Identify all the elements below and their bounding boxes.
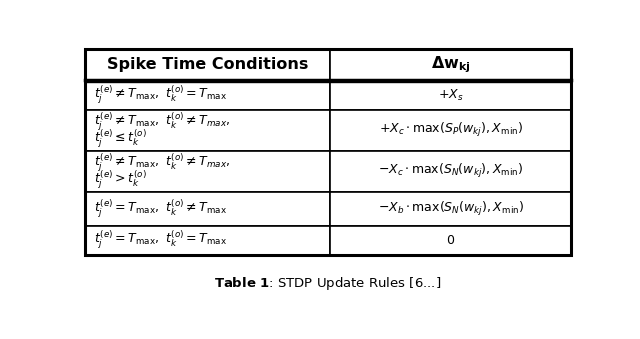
- Bar: [85, 48, 571, 255]
- Bar: [330, 225, 571, 255]
- Text: $\mathbf{\Delta} \mathbf{w_{kj}}$: $\mathbf{\Delta} \mathbf{w_{kj}}$: [431, 54, 470, 75]
- Text: $t_j^{(e)} \leq t_k^{(o)}$: $t_j^{(e)} \leq t_k^{(o)}$: [94, 127, 147, 149]
- Bar: [85, 48, 330, 80]
- Bar: [330, 192, 571, 225]
- Text: $\mathbf{Table\ 1}$: STDP Update Rules [6...]: $\mathbf{Table\ 1}$: STDP Update Rules […: [214, 275, 442, 292]
- Bar: [330, 151, 571, 192]
- Bar: [85, 80, 330, 110]
- Bar: [85, 225, 330, 255]
- Text: $+X_s$: $+X_s$: [438, 87, 463, 103]
- Bar: [330, 48, 571, 80]
- Text: Spike Time Conditions: Spike Time Conditions: [107, 57, 308, 72]
- Text: $-X_c \cdot \max(S_N(w_{kj}), X_{\min})$: $-X_c \cdot \max(S_N(w_{kj}), X_{\min})$: [378, 162, 524, 180]
- Text: $t_j^{(e)} = T_{\mathrm{max}},\ t_k^{(o)} \neq T_{\mathrm{max}}$: $t_j^{(e)} = T_{\mathrm{max}},\ t_k^{(o)…: [94, 198, 227, 220]
- Bar: [330, 110, 571, 151]
- Text: $t_j^{(e)} > t_k^{(o)}$: $t_j^{(e)} > t_k^{(o)}$: [94, 168, 147, 191]
- Text: $+X_c \cdot \max(S_P(w_{kj}), X_{\min})$: $+X_c \cdot \max(S_P(w_{kj}), X_{\min})$: [379, 121, 523, 139]
- Bar: [85, 192, 330, 225]
- Bar: [330, 80, 571, 110]
- Text: $t_j^{(e)} \neq T_{\mathrm{max}},\ t_k^{(o)} \neq T_{max},$: $t_j^{(e)} \neq T_{\mathrm{max}},\ t_k^{…: [94, 111, 230, 133]
- Bar: [85, 110, 330, 151]
- Text: $t_j^{(e)} = T_{\mathrm{max}},\ t_k^{(o)} = T_{\mathrm{max}}$: $t_j^{(e)} = T_{\mathrm{max}},\ t_k^{(o)…: [94, 229, 227, 251]
- Text: $0$: $0$: [446, 234, 455, 246]
- Text: $-X_b \cdot \max(S_N(w_{kj}), X_{\min})$: $-X_b \cdot \max(S_N(w_{kj}), X_{\min})$: [378, 200, 524, 218]
- Text: $t_j^{(e)} \neq T_{\mathrm{max}},\ t_k^{(o)} \neq T_{max},$: $t_j^{(e)} \neq T_{\mathrm{max}},\ t_k^{…: [94, 152, 230, 174]
- Text: $t_j^{(e)} \neq T_{\mathrm{max}},\ t_k^{(o)} = T_{\mathrm{max}}$: $t_j^{(e)} \neq T_{\mathrm{max}},\ t_k^{…: [94, 84, 227, 106]
- Bar: [85, 151, 330, 192]
